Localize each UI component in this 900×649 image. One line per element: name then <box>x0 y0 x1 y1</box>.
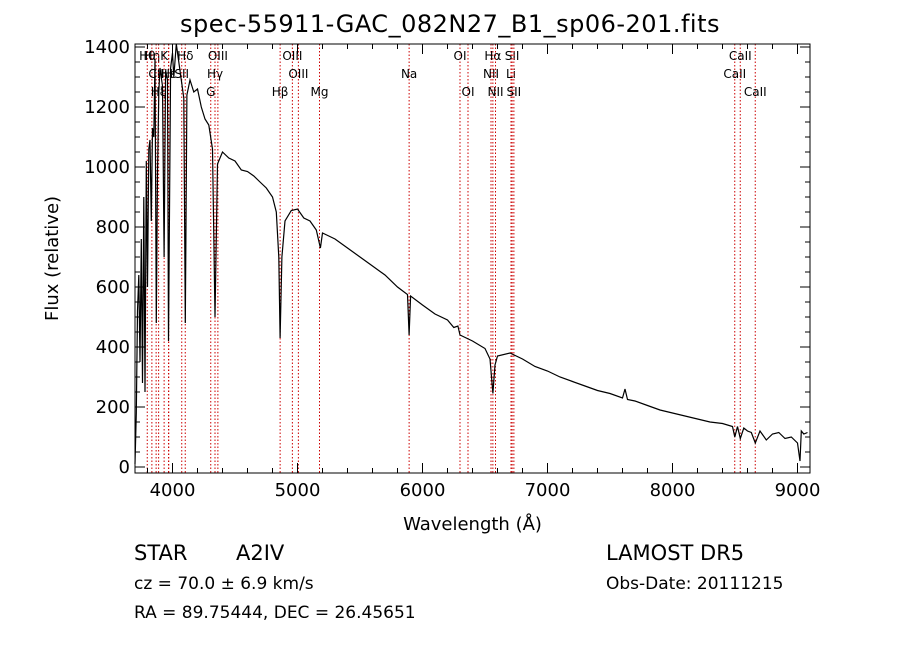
line-marker-label-23: SII <box>505 49 520 63</box>
x-axis-label: Wavelength (Å) <box>403 513 542 535</box>
x-tick-label-0: 4000 <box>150 480 196 501</box>
y-tick-label-2: 400 <box>96 337 130 358</box>
x-tick-label-5: 9000 <box>775 480 821 501</box>
line-marker-label-18: OI <box>462 85 475 99</box>
line-marker-label-1: Hη <box>144 49 161 63</box>
y-tick-label-6: 1200 <box>84 97 130 118</box>
line-marker-label-4: K <box>160 49 169 63</box>
y-tick-label-3: 600 <box>96 277 130 298</box>
survey-label: LAMOST DR5 <box>606 541 745 565</box>
spectrum-line <box>134 43 808 465</box>
y-tick-label-5: 1000 <box>84 157 130 178</box>
line-marker-label-6: Hε <box>161 67 177 81</box>
line-marker-label-26: CaII <box>729 49 752 63</box>
x-tick-label-1: 5000 <box>275 480 321 501</box>
y-tick-label-1: 200 <box>96 397 130 418</box>
line-marker-label-22: Li <box>506 67 516 81</box>
observation-date: Obs-Date: 20111215 <box>606 574 784 594</box>
line-marker-label-19: NII <box>483 67 499 81</box>
plot-title: spec-55911-GAC_082N27_B1_sp06-201.fits <box>179 10 721 38</box>
x-tick-label-3: 7000 <box>525 480 571 501</box>
plot-frame <box>134 43 811 474</box>
line-marker-label-9: G <box>206 85 215 99</box>
line-marker-label-7: SII <box>174 67 189 81</box>
coordinates: RA = 89.75444, DEC = 26.45651 <box>134 603 416 623</box>
line-marker-label-16: Na <box>401 67 417 81</box>
line-marker-label-10: Hγ <box>207 67 223 81</box>
line-marker-label-8: Hδ <box>177 49 193 63</box>
line-marker-label-12: Hβ <box>272 85 289 99</box>
line-marker-label-13: OIII <box>282 49 302 63</box>
line-marker-label-14: OIII <box>288 67 308 81</box>
object-class: STAR <box>134 541 188 565</box>
y-tick-label-7: 1400 <box>84 37 130 58</box>
x-tick-label-4: 8000 <box>650 480 696 501</box>
line-marker-label-20: Hα <box>484 49 501 63</box>
line-marker-label-27: CaII <box>744 85 767 99</box>
line-marker-label-11: OIII <box>208 49 228 63</box>
y-axis-label: Flux (relative) <box>42 196 63 321</box>
line-marker-label-15: Mg <box>311 85 329 99</box>
line-marker-label-25: CaII <box>723 67 746 81</box>
y-tick-label-0: 0 <box>119 457 130 478</box>
x-tick-label-2: 6000 <box>400 480 446 501</box>
line-marker-label-17: OI <box>454 49 467 63</box>
redshift-cz: cz = 70.0 ± 6.9 km/s <box>134 574 314 594</box>
line-marker-label-0: Hθ <box>139 49 155 63</box>
y-tick-label-4: 800 <box>96 217 130 238</box>
line-marker-label-21: NII <box>487 85 503 99</box>
line-marker-label-24: SII <box>507 85 522 99</box>
spectral-subclass: A2IV <box>236 541 285 565</box>
line-marker-label-5: H <box>164 67 173 81</box>
